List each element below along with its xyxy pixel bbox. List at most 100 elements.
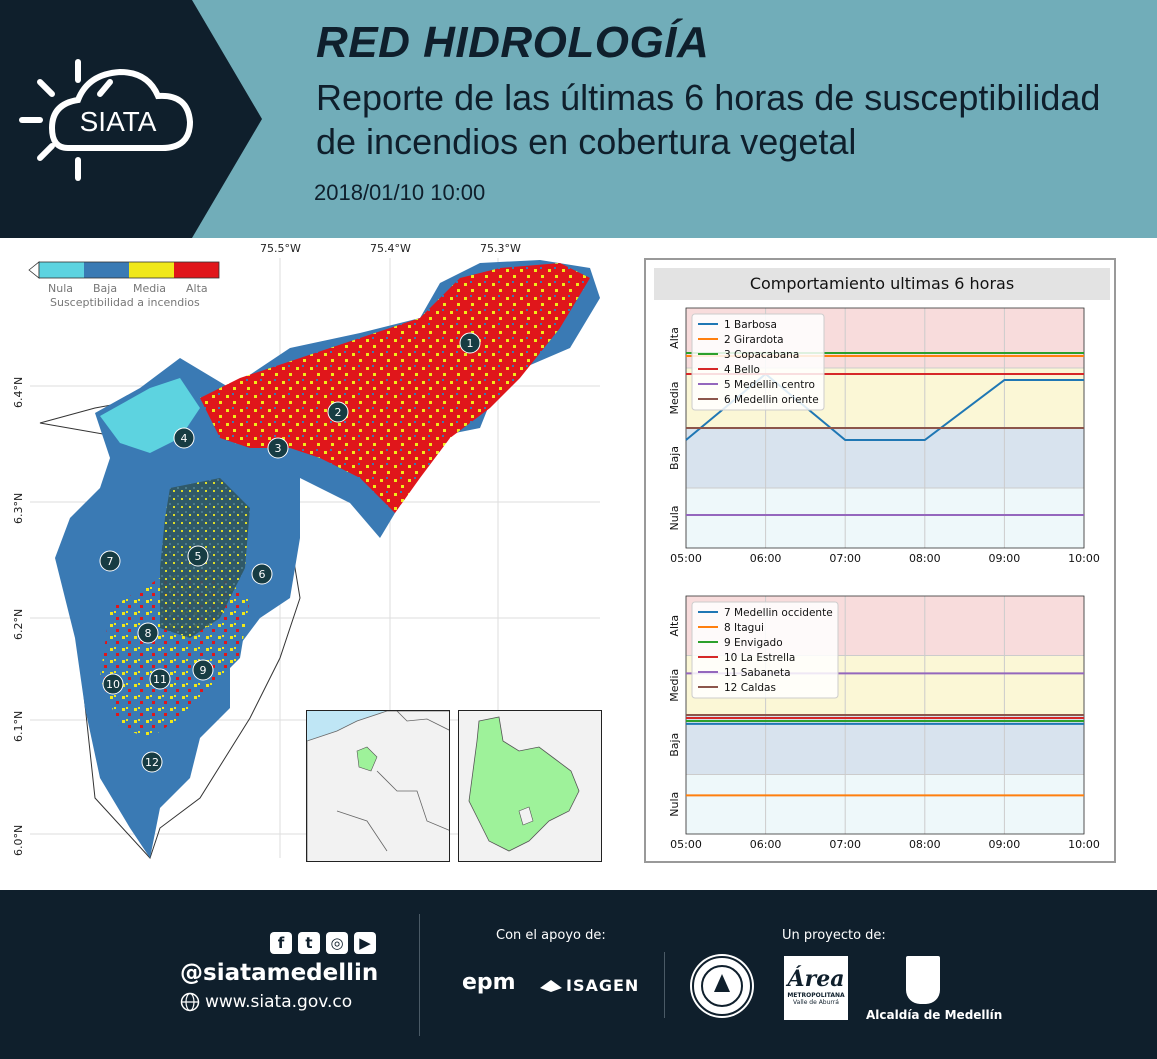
facebook-icon[interactable]: f (270, 932, 292, 954)
legend-label: 2 Girardota (724, 334, 784, 346)
x-tick-label: 10:00 (1068, 838, 1100, 851)
territory-alta (200, 263, 590, 513)
y-tick-media: Media (668, 381, 681, 414)
twitter-icon[interactable]: t (298, 932, 320, 954)
legend-box (691, 601, 839, 699)
band-nula (686, 488, 1084, 548)
station-2: 2 (327, 401, 349, 423)
legend-label: 11 Sabaneta (724, 667, 791, 679)
lat-tick-1: 6.4°N (12, 376, 25, 408)
colorbar-label-media: Media (133, 282, 167, 295)
instagram-icon[interactable]: ◎ (326, 932, 348, 954)
isagen-mark-icon (540, 979, 562, 992)
station-4: 4 (173, 427, 195, 449)
colorbar-baja (84, 262, 129, 278)
map-canvas: 1 2 3 4 5 6 7 8 9 10 11 12 (28, 258, 600, 859)
chart-2: Nula Baja Media Alta 05:00 06:00 07:00 08:00 09:… (668, 595, 1100, 851)
colorbar-media (129, 262, 174, 278)
isagen-logo: ISAGEN (540, 976, 639, 995)
station-7: 7 (99, 550, 121, 572)
station-5: 5 (187, 545, 209, 567)
x-tick-label: 10:00 (1068, 552, 1100, 565)
station-markers: 1 2 3 4 5 6 7 8 9 10 11 12 (99, 332, 481, 773)
lon-tick-2: 75.4°W (370, 242, 411, 255)
y-tick-nula: Nula (668, 506, 681, 531)
footer-divider-2 (664, 952, 665, 1018)
epm-logo: epm (462, 970, 516, 995)
x-tick-label: 05:00 (670, 552, 702, 565)
colorbar (28, 261, 220, 279)
legend-box (691, 313, 825, 411)
lat-tick-5: 6.0°N (12, 824, 25, 856)
y-tick-nula: Nula (668, 792, 681, 817)
svg-text:2: 2 (335, 406, 342, 419)
x-tick-label: 07:00 (829, 552, 861, 565)
y-tick-baja: Baja (668, 733, 681, 757)
medellin-seal-logo (692, 956, 752, 1016)
legend-label: 7 Medellin occidente (724, 607, 833, 619)
x-tick-label: 06:00 (750, 552, 782, 565)
colorbar-alta (174, 262, 219, 278)
area-metropolitana-logo: Área METROPOLITANA Valle de Aburrá (784, 956, 848, 1020)
chart-panel: Comportamiento ultimas 6 horas Nula Baja M… (644, 258, 1116, 863)
alcaldia-shield-icon (906, 956, 940, 1004)
legend-label: 1 Barbosa (724, 319, 777, 331)
area-line2: Valle de Aburrá (793, 999, 839, 1006)
svg-text:12: 12 (145, 756, 159, 769)
subtitle-line-1: Reporte de las últimas 6 horas de suscep… (316, 77, 1101, 118)
lat-tick-3: 6.2°N (12, 608, 25, 640)
chart-1: Nula Baja Media Alta 05:00 06:00 07:00 08:00 09:… (668, 307, 1100, 565)
lon-tick-1: 75.5°W (260, 242, 301, 255)
logo-text: SIATA (80, 106, 157, 137)
social-icons: f t ◎ ▶ (270, 932, 376, 954)
station-11: 11 (149, 668, 171, 690)
header: SIATA RED HIDROLOGÍA Reporte de las últi… (0, 0, 1157, 238)
report-datetime: 2018/01/10 10:00 (314, 180, 486, 205)
svg-text:11: 11 (153, 673, 167, 686)
x-tick-label: 06:00 (750, 838, 782, 851)
legend-label: 10 La Estrella (724, 652, 795, 664)
x-tick-label: 09:00 (989, 552, 1021, 565)
svg-text:7: 7 (107, 555, 114, 568)
colorbar-nula (39, 262, 84, 278)
colorbar-label-baja: Baja (93, 282, 118, 295)
station-10: 10 (102, 673, 124, 695)
chart-panel-title: Comportamiento ultimas 6 horas (654, 268, 1110, 300)
station-1: 1 (459, 332, 481, 354)
svg-text:3: 3 (275, 442, 282, 455)
alcaldia-text: Alcaldía de Medellín (866, 1008, 1003, 1022)
legend-label: 3 Copacabana (724, 349, 799, 361)
website-link[interactable]: www.siata.gov.co (180, 992, 352, 1012)
youtube-icon[interactable]: ▶ (354, 932, 376, 954)
band-nula (686, 774, 1084, 834)
y-tick-media: Media (668, 669, 681, 702)
colorbar-title: Susceptibilidad a incendios (50, 296, 200, 309)
svg-text:9: 9 (200, 664, 207, 677)
social-handle[interactable]: @siatamedellin (180, 960, 379, 986)
subtitle-line-2: de incendios en cobertura vegetal (316, 121, 857, 162)
y-tick-baja: Baja (668, 446, 681, 470)
cloud-icon (48, 68, 194, 151)
station-8: 8 (137, 622, 159, 644)
susceptibility-map: 1 2 3 4 5 6 7 8 9 10 11 12 Nula Baja Med… (0, 238, 630, 878)
inset-colombia (306, 710, 450, 862)
band-baja (686, 428, 1084, 488)
page-title: RED HIDROLOGÍA (316, 18, 710, 67)
y-tick-alta: Alta (668, 615, 681, 637)
colorbar-label-nula: Nula (48, 282, 73, 295)
svg-text:4: 4 (181, 432, 188, 445)
station-9: 9 (192, 659, 214, 681)
page-subtitle: Reporte de las últimas 6 horas de suscep… (316, 76, 1156, 164)
trend-charts: Nula Baja Media Alta 05:00 06:00 07:00 08:00 09:… (668, 307, 1100, 851)
y-tick-alta: Alta (668, 327, 681, 349)
station-12: 12 (141, 751, 163, 773)
legend-label: 5 Medellin centro (724, 379, 815, 391)
svg-text:6: 6 (259, 568, 266, 581)
inset-antioquia (458, 710, 602, 862)
globe-icon (180, 992, 200, 1012)
lat-tick-4: 6.1°N (12, 710, 25, 742)
x-tick-label: 08:00 (909, 838, 941, 851)
legend-label: 6 Medellin oriente (724, 394, 819, 406)
legend-label: 8 Itagui (724, 622, 764, 634)
siata-logo: SIATA (19, 59, 194, 181)
